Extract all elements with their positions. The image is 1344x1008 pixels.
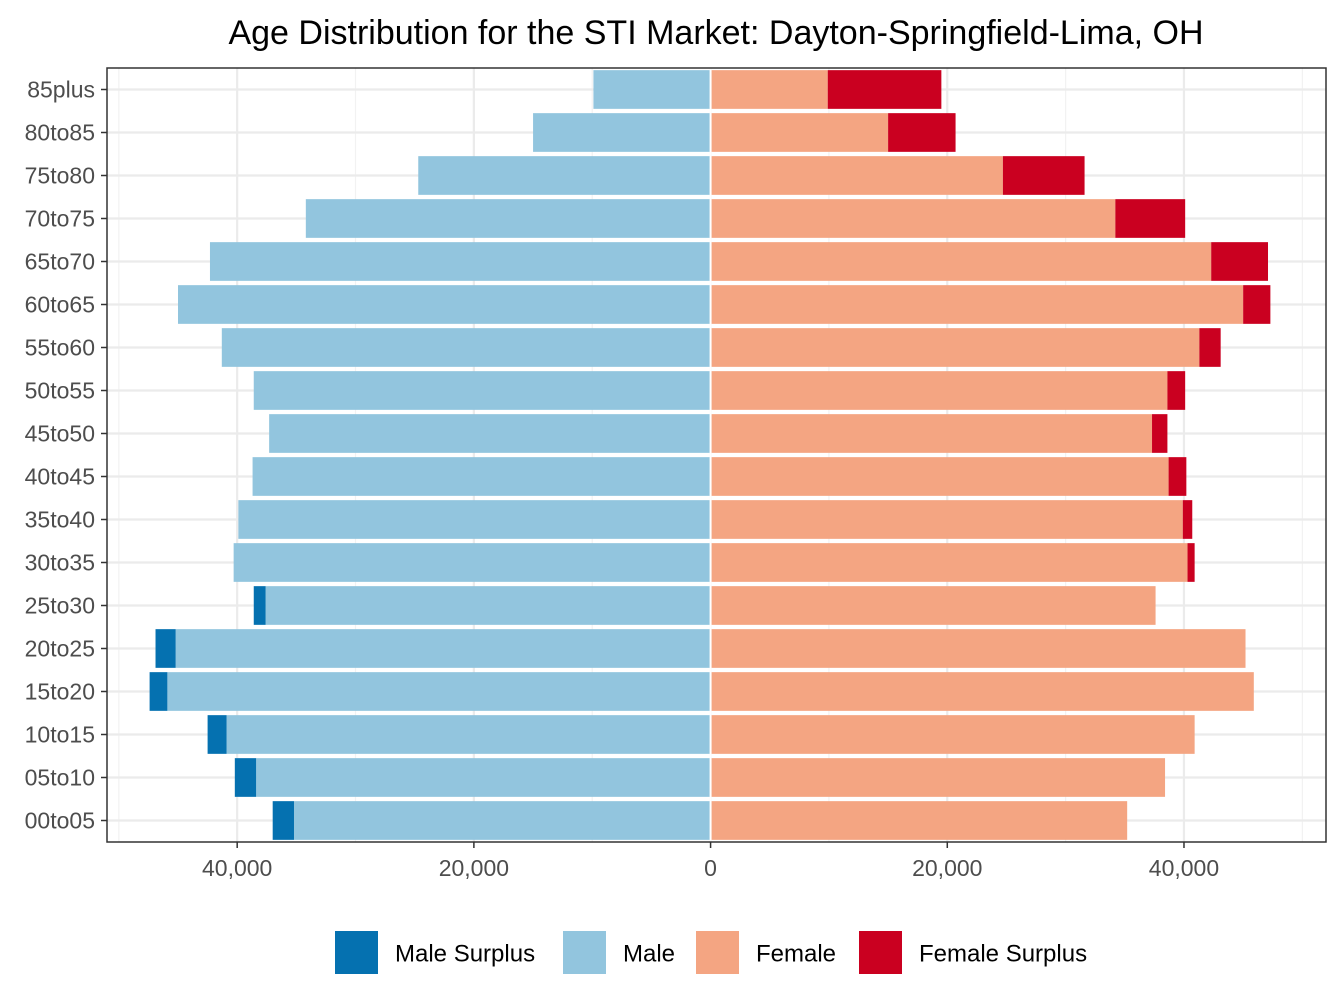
bar-male [253,371,711,410]
x-tick-label: 40,000 [202,855,272,881]
grid-minor [118,68,1303,842]
bar-male [418,156,711,195]
bar-female-surplus [1182,500,1193,539]
bar-male-surplus [234,758,257,797]
bar-male [269,414,711,453]
bar-female [710,801,1128,840]
chart-title: Age Distribution for the STI Market: Day… [228,14,1203,52]
legend-label: Male Surplus [395,941,535,968]
y-tick-label: 30to35 [25,550,95,576]
bar-female [710,672,1254,711]
legend-label: Female [756,941,836,968]
bar-female [710,758,1166,797]
bar-female [710,414,1153,453]
y-tick-label: 60to65 [25,292,95,318]
y-tick-label: 40to45 [25,464,95,490]
y-tick-label: 00to05 [25,808,95,834]
bar-male [265,586,711,625]
bar-male [178,285,711,324]
legend-key [335,931,378,974]
bar-male [209,242,711,281]
legend-key [563,931,606,974]
bar-female-surplus [1168,457,1187,496]
bar-female-surplus [1115,199,1186,238]
bar-male [252,457,711,496]
y-tick-label: 05to10 [25,765,95,791]
bar-male [305,199,711,238]
y-tick-label: 80to85 [25,120,95,146]
bar-female [710,586,1156,625]
bar-female [710,242,1212,281]
bar-female [710,543,1188,582]
bar-male [175,629,711,668]
bar-male-surplus [155,629,176,668]
legend-label: Female Surplus [919,941,1087,968]
legend-key [859,931,902,974]
bar-female [710,113,889,152]
bar-female [710,199,1116,238]
bar-female-surplus [827,70,942,109]
bar-female-surplus [1152,414,1168,453]
bar-male-surplus [253,586,266,625]
legend-key [696,931,739,974]
bar-male [533,113,711,152]
bar-female-surplus [1187,543,1195,582]
bar-female-surplus [1211,242,1269,281]
bar-male [167,672,711,711]
y-tick-label: 75to80 [25,163,95,189]
y-tick-label: 45to50 [25,421,95,447]
y-tick-label: 25to30 [25,593,95,619]
bar-female [710,500,1183,539]
y-tick-label: 20to25 [25,636,95,662]
bar-male-surplus [149,672,168,711]
plot-panel-border [106,67,1327,843]
bar-male [221,328,711,367]
bar-female-surplus [888,113,956,152]
x-tick-label: 40,000 [1149,855,1219,881]
y-tick-label: 50to55 [25,378,95,404]
y-tick-label: 85plus [27,77,95,103]
bar-female [710,328,1200,367]
legend: Male Surplus Male Female Female Surplus [335,931,1087,974]
bar-female [710,457,1169,496]
bar-female-surplus [1167,371,1186,410]
bar-female [710,629,1246,668]
bar-female-surplus [1199,328,1221,367]
y-tick-label: 15to20 [25,679,95,705]
legend-label: Male [623,941,675,968]
y-axis: 00to05 05to10 10to15 15to20 20to25 25to30 30to… [25,77,107,834]
y-tick-label: 55to60 [25,335,95,361]
bars [149,68,1271,842]
x-axis: 40,000 20,000 0 20,000 40,000 [202,842,1219,881]
x-tick-label: 20,000 [439,855,509,881]
bar-male [256,758,711,797]
bar-male [238,500,711,539]
y-tick-label: 70to75 [25,206,95,232]
bar-male [233,543,711,582]
x-tick-label: 20,000 [912,855,982,881]
bar-male [293,801,711,840]
y-tick-label: 35to40 [25,507,95,533]
bar-female [710,715,1195,754]
bar-female-surplus [1002,156,1085,195]
bar-female [710,285,1244,324]
bar-male [593,70,711,109]
x-tick-label: 0 [704,855,717,881]
bar-female [710,156,1003,195]
bar-male-surplus [207,715,227,754]
bar-female [710,70,828,109]
y-tick-label: 65to70 [25,249,95,275]
bar-male [226,715,711,754]
bar-female-surplus [1243,285,1271,324]
bar-male-surplus [272,801,294,840]
bar-female [710,371,1168,410]
y-tick-label: 10to15 [25,722,95,748]
